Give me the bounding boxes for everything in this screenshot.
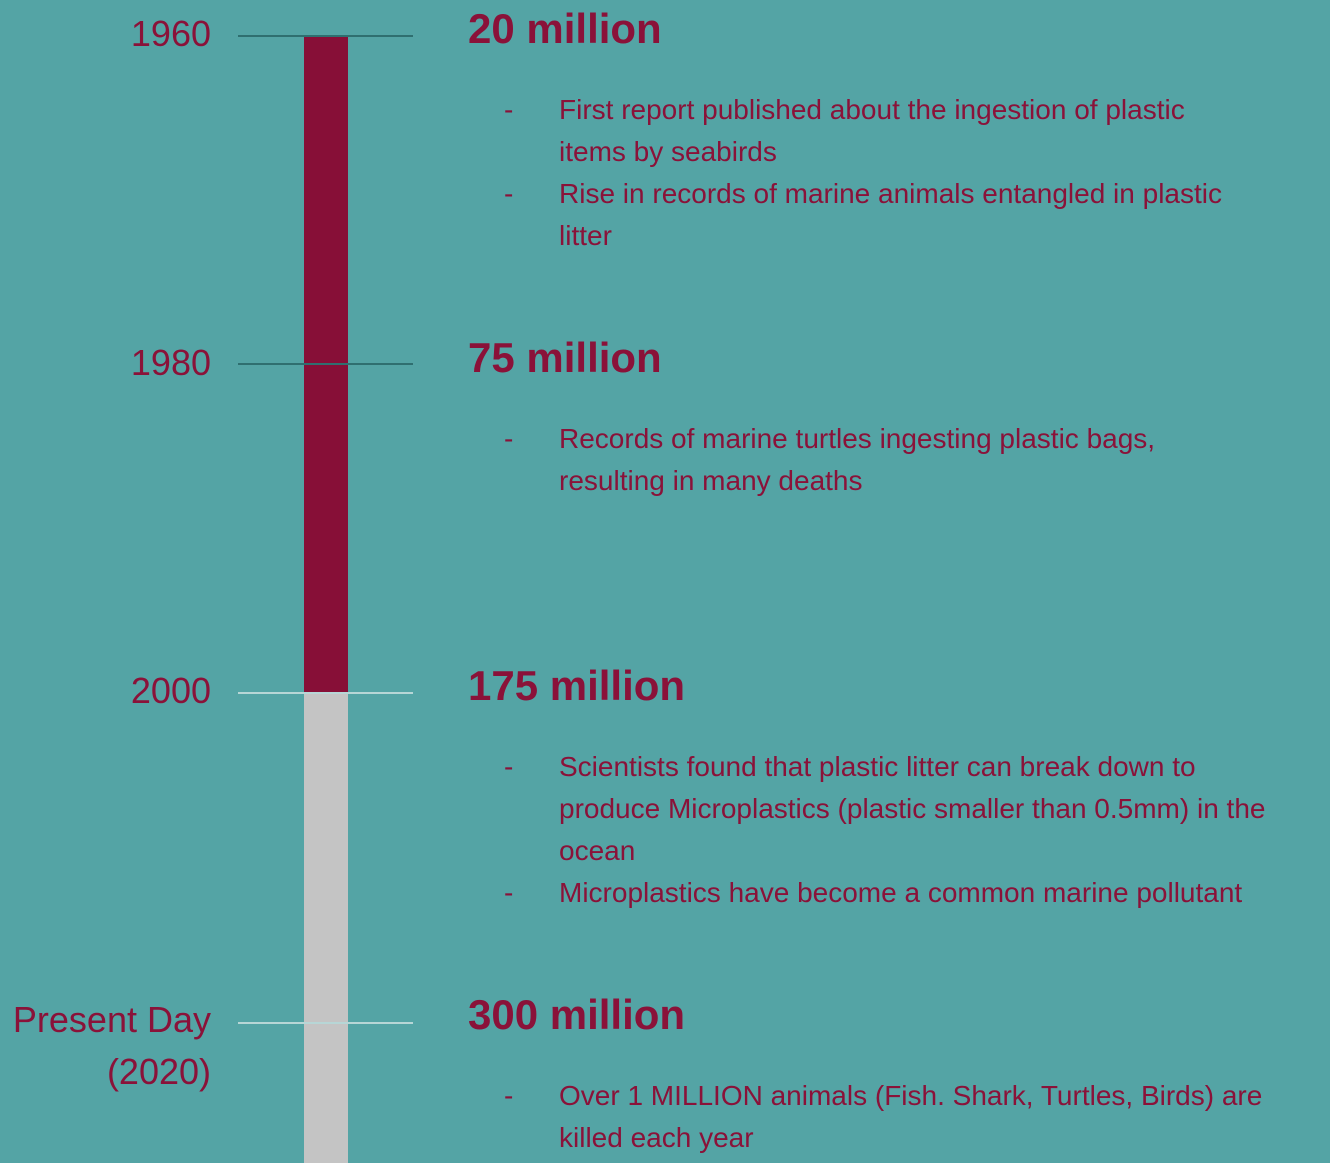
bullet-dash: - (504, 751, 514, 782)
tick-2000 (238, 692, 413, 694)
year-label-2000: 2000 (130, 670, 211, 711)
list-item-text: Records of marine turtles ingesting plas… (559, 423, 1156, 496)
bullet-dash: - (504, 423, 514, 454)
amount-2000: 175 million (468, 662, 686, 709)
bullet-dash: - (504, 1080, 514, 1111)
list-item: - Microplastics have become a common mari… (500, 872, 1300, 914)
year-label-present: Present Day (2020) (12, 999, 211, 1092)
year-label-1980: 1980 (130, 342, 211, 383)
year-label-1960: 1960 (130, 13, 211, 54)
tick-1960 (238, 35, 413, 37)
bullet-dash: - (504, 94, 514, 125)
list-item-text: First report published about the ingesti… (559, 94, 1185, 167)
bullet-dash: - (504, 877, 514, 908)
amount-1960: 20 million (468, 5, 662, 52)
list-item: - Over 1 MILLION animals (Fish. Shark, Tu… (500, 1075, 1320, 1159)
list-item: - Records of marine turtles ingesting pla… (500, 418, 1240, 502)
timeline-bar-present (304, 693, 348, 1163)
amount-1980: 75 million (468, 334, 662, 381)
tick-present (238, 1022, 413, 1024)
list-item-text: Rise in records of marine animals entang… (559, 178, 1222, 251)
list-item: - First report published about the ingest… (500, 89, 1240, 173)
bullet-dash: - (504, 178, 514, 209)
amount-present: 300 million (468, 991, 686, 1038)
items-1960: - First report published about the ingest… (500, 89, 1240, 257)
tick-1980 (238, 363, 413, 365)
items-2000: - Scientists found that plastic litter ca… (500, 746, 1300, 914)
items-1980: - Records of marine turtles ingesting pla… (500, 418, 1240, 502)
items-present: - Over 1 MILLION animals (Fish. Shark, Tu… (500, 1075, 1320, 1159)
list-item-text: Scientists found that plastic litter can… (559, 751, 1266, 866)
list-item-text: Over 1 MILLION animals (Fish. Shark, Tur… (559, 1080, 1263, 1153)
list-item: - Rise in records of marine animals entan… (500, 173, 1240, 257)
list-item: - Scientists found that plastic litter ca… (500, 746, 1300, 872)
list-item-text: Microplastics have become a common marin… (559, 877, 1243, 908)
